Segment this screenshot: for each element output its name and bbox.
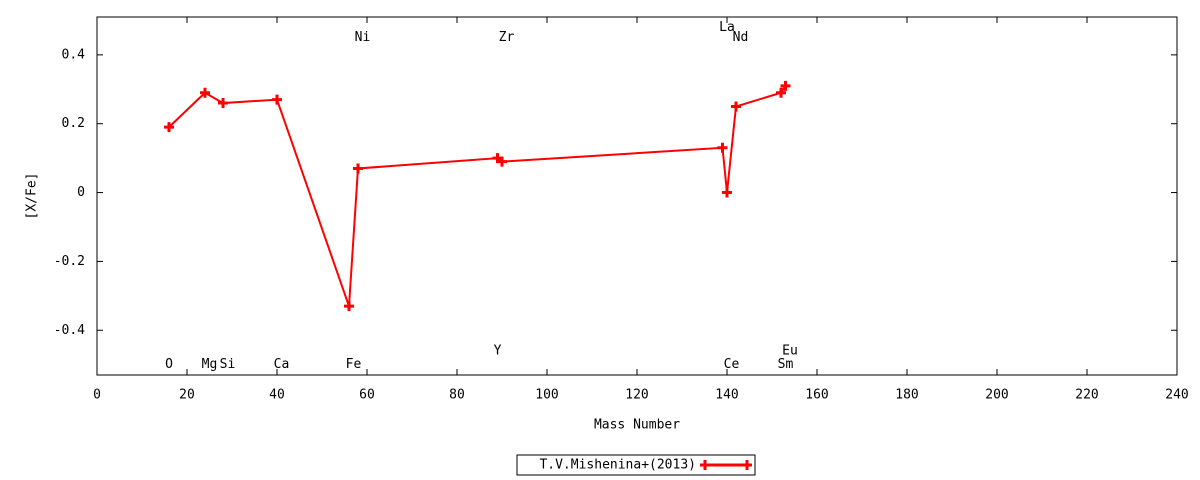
x-tick-label: 20 [179,388,195,403]
legend-marker [742,460,752,470]
x-tick-label: 160 [805,388,828,403]
element-label: Ce [724,357,740,372]
data-point [344,301,354,312]
y-tick-label: 0 [77,185,85,200]
data-point [776,87,786,98]
series-line [168,85,787,307]
data-point [780,80,791,91]
y-tick-label: 0.4 [62,47,86,62]
y-tick-label: -0.2 [54,254,85,269]
x-tick-label: 80 [449,388,465,403]
data-point [497,156,507,167]
x-tick-label: 0 [93,388,101,403]
legend-label: T.V.Mishenina+(2013) [539,458,696,473]
element-label: Fe [346,357,362,372]
legend-box [516,454,756,476]
data-point [353,163,363,174]
data-point [272,94,282,105]
element-label: Ca [274,357,290,372]
element-label: Mg [202,357,218,372]
y-axis-label: [X/Fe] [25,173,40,220]
element-label: Y [494,343,502,358]
x-tick-label: 220 [1075,388,1098,403]
element-label: Ni [355,30,371,45]
plot-frame [96,16,1178,376]
data-point [722,187,732,198]
data-point [717,142,728,153]
element-label: Nd [733,30,749,45]
data-point [218,98,228,109]
legend-marker [700,460,710,470]
element-label: Sm [778,357,794,372]
x-tick-label: 120 [625,388,648,403]
data-point [164,122,174,133]
element-label: O [165,357,173,372]
element-label: La [719,20,735,35]
x-tick-label: 200 [985,388,1008,403]
x-tick-label: 180 [895,388,918,403]
element-label: Si [220,357,236,372]
x-tick-label: 240 [1165,388,1188,403]
x-tick-label: 60 [359,388,375,403]
element-label: Eu [782,343,798,358]
x-tick-label: 140 [715,388,738,403]
x-tick-label: 100 [535,388,558,403]
y-tick-label: -0.4 [54,323,85,338]
x-axis-label: Mass Number [594,418,680,433]
element-label: Zr [499,30,515,45]
data-point [731,101,741,112]
y-tick-label: 0.2 [62,116,85,131]
x-tick-label: 40 [269,388,285,403]
data-point [200,87,210,98]
